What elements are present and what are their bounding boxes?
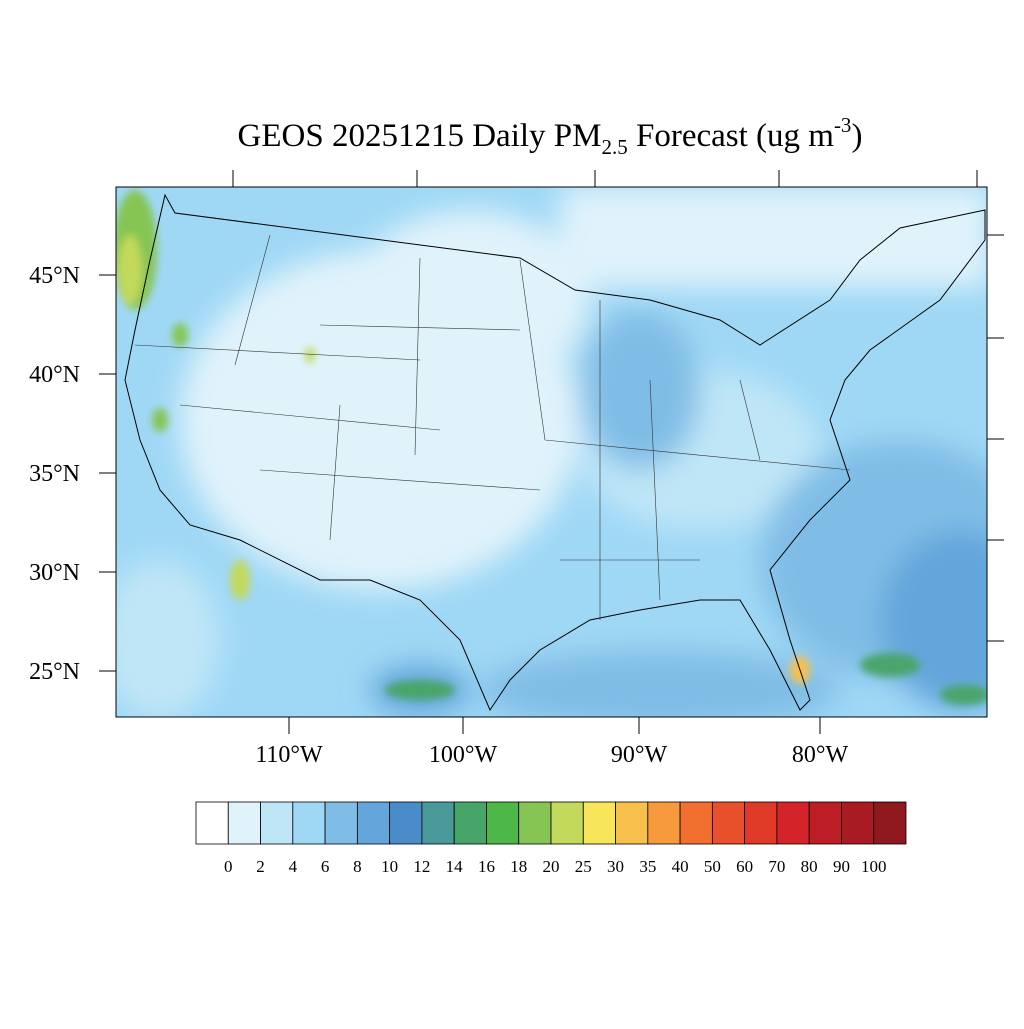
colorbar-label: 8 [353,857,362,876]
colorbar-label: 80 [801,857,818,876]
title-text: Forecast (ug m [628,118,835,154]
colorbar-box [615,801,649,845]
colorbar-label: 2 [256,857,265,876]
colorbar-label: 90 [833,857,850,876]
lon-label: 90°W [611,742,668,768]
colorbar-label: 12 [413,857,430,876]
colorbar-box [808,801,842,845]
colorbar-label: 30 [607,857,624,876]
colorbar-label: 70 [768,857,785,876]
title-superscript: -3 [834,113,852,137]
lon-label: 100°W [429,742,498,768]
colorbar-box [679,801,713,845]
map-title: GEOS 20251215 Daily PM2.5 Forecast (ug m… [238,113,863,159]
colorbar-label: 35 [639,857,656,876]
colorbar-box [841,801,875,845]
colorbar-box [582,801,616,845]
title-text: ) [851,118,862,154]
lon-labels: 110°W 100°W 90°W 80°W [255,742,848,768]
colorbar-box [647,801,681,845]
hotspots [116,190,987,705]
colorbar: 0 2 4 6 8 10 12 14 16 18 20 25 30 35 40 50 60 70 80 90 100 [195,801,907,876]
lon-label: 110°W [255,742,323,768]
colorbar-box [195,801,229,845]
lon-label: 80°W [792,742,849,768]
colorbar-label: 0 [224,857,233,876]
colorbar-box [453,801,487,845]
colorbar-label: 18 [510,857,527,876]
colorbar-box [711,801,746,845]
title-subscript: 2.5 [601,135,627,159]
colorbar-label: 40 [672,857,689,876]
colorbar-box [550,801,584,845]
lat-label: 35°N [29,461,80,487]
colorbar-label: 10 [381,857,398,876]
colorbar-label: 16 [478,857,495,876]
colorbar-label: 60 [736,857,753,876]
state-borders [134,234,851,620]
colorbar-box [421,801,455,845]
colorbar-box [292,801,326,845]
colorbar-box [227,801,261,845]
frame-ticks [99,170,1004,734]
colorbar-label: 6 [321,857,330,876]
colorbar-box [744,801,778,845]
colorbar-box [356,801,391,845]
colorbar-label: 14 [446,857,464,876]
map-field [116,187,987,717]
colorbar-label: 20 [543,857,560,876]
coastline [124,193,986,712]
colorbar-box [518,801,552,845]
colorbar-label: 4 [289,857,298,876]
lat-label: 30°N [29,560,80,586]
colorbar-box [389,801,423,845]
colorbar-label: 50 [704,857,721,876]
colorbar-box [260,801,294,845]
lat-label: 40°N [29,362,80,388]
colorbar-box [776,801,810,845]
lat-label: 45°N [29,263,80,289]
plot-frame [115,186,988,718]
colorbar-label: 100 [861,857,887,876]
concentration-field [116,187,987,717]
title-text: GEOS 20251215 Daily PM [238,118,602,154]
lat-labels: 45°N 40°N 35°N 30°N 25°N [29,263,80,685]
colorbar-box [324,801,358,845]
colorbar-box [486,801,520,845]
lat-label: 25°N [29,659,80,685]
colorbar-label: 25 [575,857,592,876]
colorbar-box [873,801,907,845]
